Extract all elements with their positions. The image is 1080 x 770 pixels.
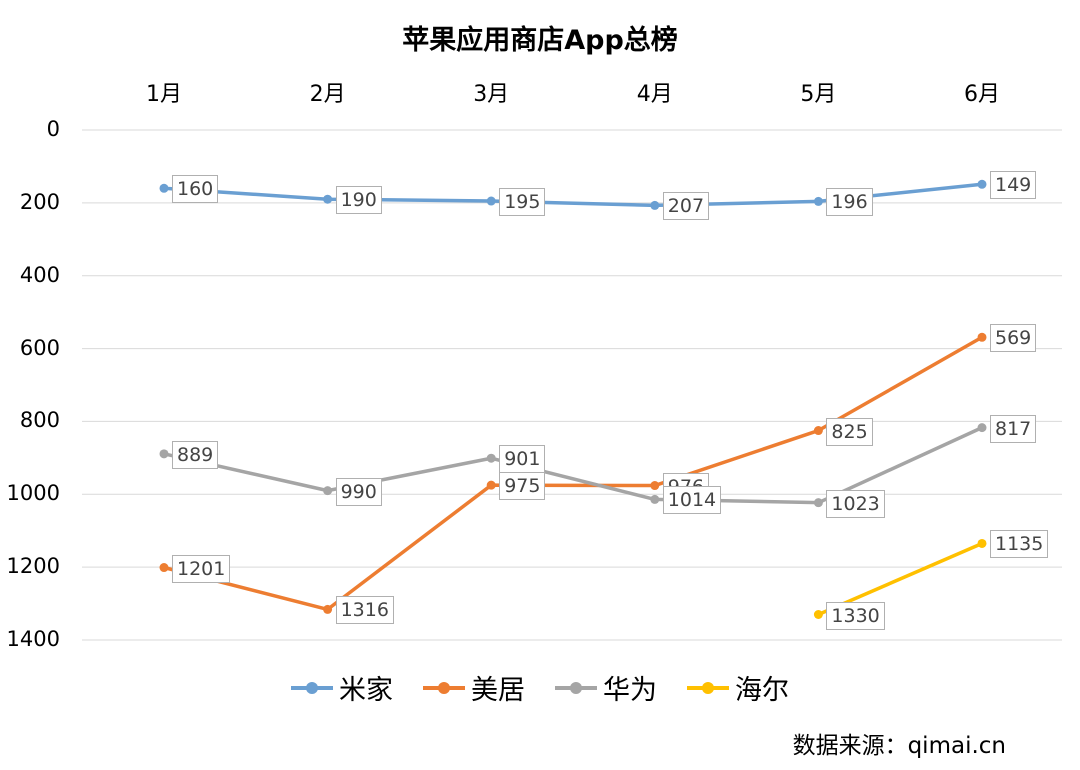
data-label: 160: [172, 175, 219, 204]
legend-swatch: [687, 681, 729, 694]
data-label: 889: [172, 440, 219, 469]
data-point: [813, 498, 823, 508]
y-tick-label: 1000: [6, 481, 60, 506]
legend-label: 米家: [339, 675, 393, 706]
legend-label: 华为: [603, 675, 657, 706]
x-tick-label: 1月: [146, 82, 182, 107]
y-tick-label: 1400: [6, 627, 60, 651]
data-label: 975: [499, 472, 546, 501]
data-point: [323, 486, 333, 496]
legend-item: 华为: [555, 668, 657, 707]
legend-item: 米家: [291, 668, 393, 707]
data-point: [650, 481, 660, 491]
data-label: 1330: [826, 601, 885, 630]
x-tick-label: 4月: [636, 82, 673, 107]
legend-label: 美居: [471, 675, 525, 706]
data-label: 901: [499, 445, 546, 474]
data-label: 195: [499, 188, 546, 217]
y-tick-label: 400: [19, 262, 60, 287]
data-point: [977, 179, 987, 189]
y-tick-label: 1200: [6, 554, 60, 579]
data-label: 990: [335, 477, 382, 506]
data-point: [650, 494, 660, 504]
data-label: 1201: [172, 554, 231, 583]
data-label: 196: [826, 188, 873, 217]
data-point: [323, 194, 333, 204]
legend-swatch: [555, 681, 597, 694]
data-point: [159, 449, 169, 459]
data-point: [486, 453, 496, 463]
data-label: 190: [335, 186, 382, 215]
data-point: [813, 196, 823, 206]
x-tick-label: 5月: [800, 82, 837, 107]
legend-swatch: [291, 681, 333, 694]
y-tick-label: 0: [46, 117, 60, 141]
data-label: 569: [990, 324, 1037, 353]
y-tick-label: 200: [19, 189, 60, 214]
data-point: [159, 183, 169, 193]
data-label: 207: [662, 192, 710, 221]
x-tick-label: 3月: [473, 82, 510, 107]
data-label: 1135: [990, 530, 1049, 559]
data-point: [323, 604, 333, 614]
y-tick-label: 600: [19, 335, 60, 360]
legend-item: 美居: [423, 668, 525, 707]
legend: 米家 美居 华为 海尔: [0, 668, 1080, 707]
data-label: 149: [990, 171, 1037, 200]
data-point: [486, 196, 496, 206]
data-point: [486, 480, 496, 490]
x-tick-label: 6月: [964, 82, 1000, 107]
data-point: [977, 423, 987, 433]
data-label: 825: [826, 417, 873, 446]
legend-swatch: [423, 681, 465, 694]
y-tick-label: 800: [19, 408, 60, 433]
data-label: 817: [990, 414, 1037, 443]
data-label: 1023: [826, 489, 885, 518]
data-point: [813, 426, 823, 436]
source-note: 数据来源：qimai.cn: [792, 733, 1006, 759]
data-label: 1014: [662, 486, 722, 515]
x-tick-label: 2月: [309, 82, 346, 107]
data-point: [977, 538, 987, 548]
data-point: [650, 200, 660, 210]
series-line: [163, 335, 983, 612]
data-point: [977, 332, 987, 342]
data-point: [813, 610, 823, 619]
data-point: [159, 563, 169, 573]
chart-title: 苹果应用商店App总榜: [402, 25, 678, 56]
legend-label: 海尔: [735, 675, 789, 706]
legend-item: 海尔: [687, 668, 789, 707]
data-label: 1316: [335, 596, 394, 625]
